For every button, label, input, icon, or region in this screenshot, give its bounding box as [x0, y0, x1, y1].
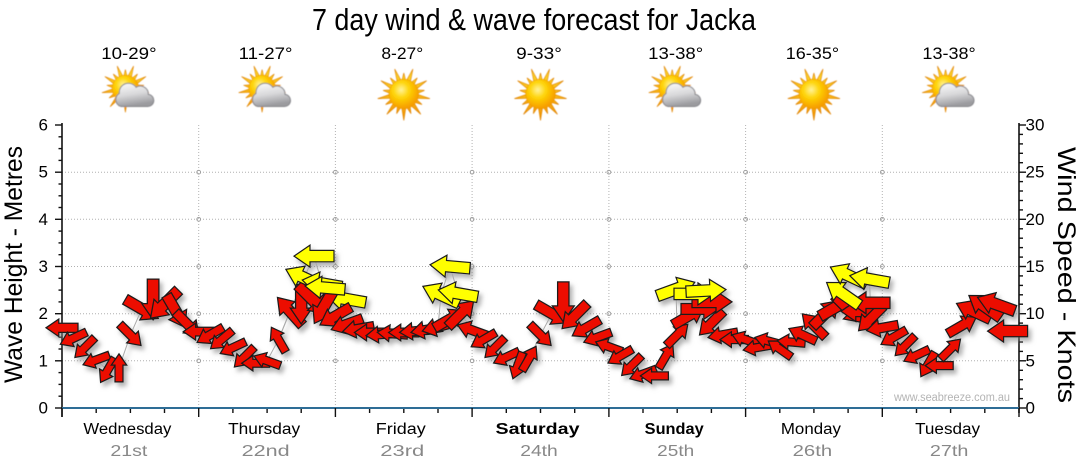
svg-text:13-38°: 13-38°: [648, 44, 703, 63]
svg-text:7 day wind & wave forecast for: 7 day wind & wave forecast for Jacka: [312, 2, 757, 37]
svg-text:24th: 24th: [520, 443, 558, 460]
svg-text:1: 1: [39, 351, 48, 370]
svg-text:21st: 21st: [110, 443, 148, 460]
svg-text:8-27°: 8-27°: [381, 44, 423, 63]
svg-text:27th: 27th: [930, 443, 969, 460]
svg-text:www.seabreeze.com.au: www.seabreeze.com.au: [893, 392, 1010, 404]
svg-text:26th: 26th: [793, 443, 833, 460]
svg-text:Friday: Friday: [376, 421, 426, 438]
svg-text:Monday: Monday: [781, 421, 841, 438]
svg-text:Wind Speed - Knots: Wind Speed - Knots: [1052, 147, 1080, 403]
svg-text:4: 4: [39, 210, 48, 229]
svg-text:Thursday: Thursday: [228, 421, 300, 438]
svg-text:9-33°: 9-33°: [516, 44, 562, 63]
svg-text:10-29°: 10-29°: [101, 44, 156, 63]
svg-text:16-35°: 16-35°: [786, 44, 839, 63]
svg-text:22nd: 22nd: [242, 443, 290, 460]
svg-text:Tuesday: Tuesday: [915, 421, 980, 438]
svg-text:0: 0: [39, 399, 48, 418]
svg-text:6: 6: [39, 116, 48, 135]
svg-text:30: 30: [1026, 116, 1045, 135]
svg-text:0: 0: [1026, 399, 1035, 418]
svg-text:23rd: 23rd: [380, 443, 424, 460]
svg-text:Saturday: Saturday: [496, 421, 580, 438]
svg-text:11-27°: 11-27°: [239, 44, 293, 63]
svg-text:15: 15: [1026, 257, 1045, 276]
svg-text:Sunday: Sunday: [645, 421, 704, 438]
svg-text:5: 5: [1026, 351, 1035, 370]
svg-text:25: 25: [1026, 163, 1045, 182]
svg-text:5: 5: [39, 163, 48, 182]
svg-text:3: 3: [39, 257, 48, 276]
svg-text:13-38°: 13-38°: [922, 44, 975, 63]
svg-text:Wednesday: Wednesday: [83, 421, 171, 438]
svg-text:10: 10: [1026, 304, 1045, 323]
svg-text:Wave Height - Metres: Wave Height - Metres: [0, 146, 28, 383]
svg-text:20: 20: [1026, 210, 1045, 229]
svg-text:2: 2: [39, 304, 48, 323]
svg-text:25th: 25th: [657, 443, 694, 460]
